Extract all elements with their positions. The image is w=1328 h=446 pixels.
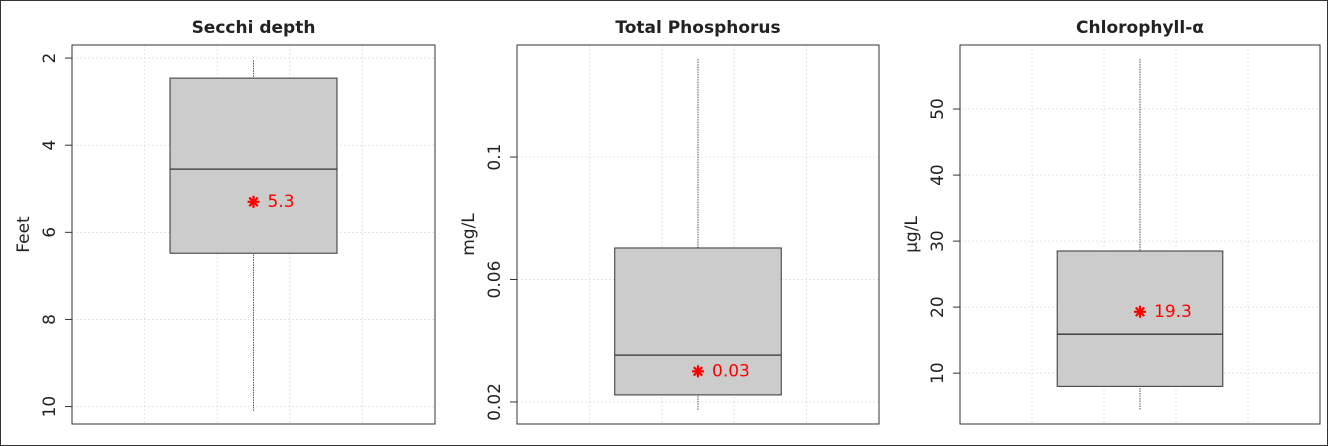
y-tick-label: 4 (40, 140, 60, 151)
chart-title: Chlorophyll-α (1076, 18, 1204, 38)
mean-label: 5.3 (268, 192, 295, 212)
plot-frame (71, 44, 436, 425)
y-tick-label: 0.1 (485, 144, 505, 171)
y-axis-label: mg/L (459, 213, 479, 256)
box (169, 77, 338, 254)
y-axis-label: Feet (14, 216, 34, 253)
y-tick-label: 10 (40, 396, 60, 418)
y-tick-label: 10 (928, 362, 948, 384)
mean-marker (247, 195, 260, 208)
plot-frame (516, 44, 880, 425)
y-tick-label: 6 (40, 227, 60, 238)
mean-star-stroke (1134, 306, 1146, 317)
mean-star-stroke (692, 366, 704, 377)
chart-title: Total Phosphorus (615, 18, 780, 38)
y-tick-label: 40 (928, 164, 948, 186)
y-tick-label: 2 (40, 53, 60, 64)
mean-marker (1134, 305, 1146, 318)
y-tick-label: 50 (928, 98, 948, 120)
y-tick-label: 0.02 (485, 383, 505, 421)
box (1056, 250, 1224, 387)
mean-label: 0.03 (712, 361, 750, 381)
y-axis-label: µg/L (902, 216, 922, 253)
plot-frame (959, 44, 1321, 425)
mean-star-stroke (248, 196, 259, 207)
chart-title: Secchi depth (192, 18, 316, 38)
y-tick-label: 0.06 (485, 261, 505, 299)
y-tick-label: 30 (928, 230, 948, 252)
mean-marker (692, 365, 704, 378)
mean-label: 19.3 (1154, 302, 1192, 322)
y-tick-label: 20 (928, 296, 948, 318)
y-tick-label: 8 (40, 314, 60, 325)
